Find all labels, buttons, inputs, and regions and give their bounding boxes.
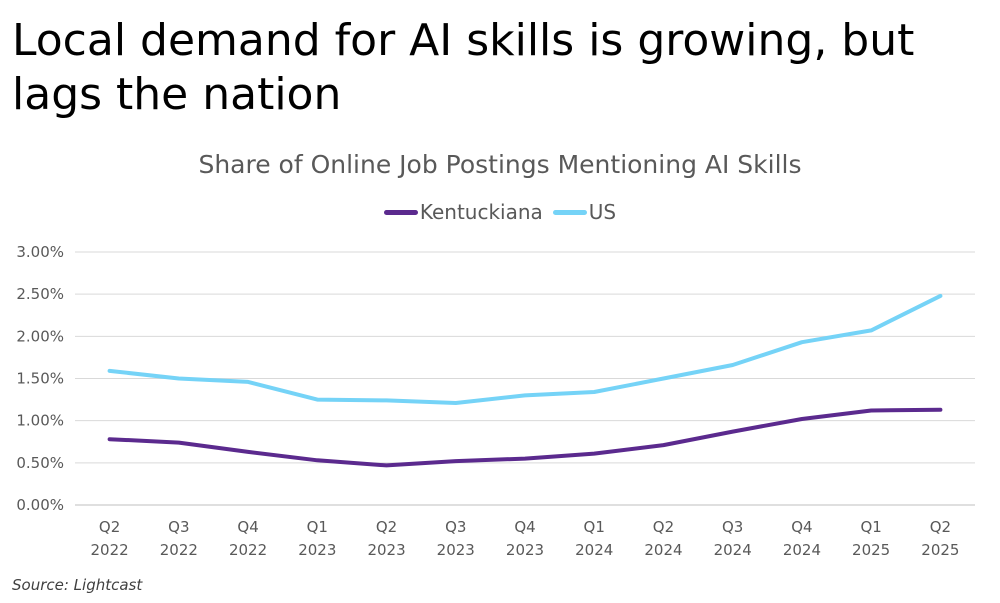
x-tick-label: 2022 bbox=[160, 541, 198, 559]
x-tick-label: Q1 bbox=[307, 518, 328, 536]
y-tick-label: 2.00% bbox=[16, 327, 64, 345]
x-tick-label: 2023 bbox=[298, 541, 336, 559]
headline: Local demand for AI skills is growing, b… bbox=[12, 15, 915, 120]
y-tick-label: 3.00% bbox=[16, 243, 64, 261]
legend-item-us: US bbox=[552, 200, 617, 224]
y-tick-label: 0.50% bbox=[16, 454, 64, 472]
y-tick-label: 0.00% bbox=[16, 496, 64, 514]
x-tick-label: Q4 bbox=[791, 518, 812, 536]
x-tick-label: Q2 bbox=[99, 518, 120, 536]
x-tick-label: Q2 bbox=[653, 518, 674, 536]
x-tick-label: 2022 bbox=[91, 541, 129, 559]
legend-item-kentuckiana: Kentuckiana bbox=[383, 200, 543, 224]
legend-label-us: US bbox=[588, 200, 617, 224]
y-tick-label: 2.50% bbox=[16, 285, 64, 303]
legend: Kentuckiana US bbox=[0, 200, 1000, 224]
x-tick-label: Q3 bbox=[722, 518, 743, 536]
x-tick-label: Q4 bbox=[514, 518, 535, 536]
x-tick-label: 2024 bbox=[714, 541, 752, 559]
x-tick-label: 2024 bbox=[575, 541, 613, 559]
x-tick-label: 2023 bbox=[506, 541, 544, 559]
x-tick-label: 2024 bbox=[783, 541, 821, 559]
x-tick-label: Q3 bbox=[445, 518, 466, 536]
x-tick-label: 2023 bbox=[437, 541, 475, 559]
x-tick-label: 2022 bbox=[229, 541, 267, 559]
y-tick-label: 1.50% bbox=[16, 370, 64, 388]
x-tick-label: Q1 bbox=[584, 518, 605, 536]
legend-swatch-us bbox=[552, 209, 587, 215]
x-tick-label: 2024 bbox=[644, 541, 682, 559]
series-line-kentuckiana bbox=[107, 407, 943, 468]
x-tick-label: Q4 bbox=[237, 518, 258, 536]
x-tick-label: Q2 bbox=[930, 518, 951, 536]
source-note: Source: Lightcast bbox=[12, 576, 143, 594]
x-tick-label: 2025 bbox=[921, 541, 959, 559]
x-tick-label: 2023 bbox=[367, 541, 405, 559]
x-tick-label: 2025 bbox=[852, 541, 890, 559]
chart-title: Share of Online Job Postings Mentioning … bbox=[198, 150, 802, 179]
series-line-us bbox=[107, 293, 943, 405]
y-tick-label: 1.00% bbox=[16, 412, 64, 430]
legend-swatch-kentuckiana bbox=[383, 209, 418, 215]
x-tick-label: Q1 bbox=[860, 518, 881, 536]
x-tick-label: Q2 bbox=[376, 518, 397, 536]
legend-label-kentuckiana: Kentuckiana bbox=[419, 200, 543, 224]
x-tick-label: Q3 bbox=[168, 518, 189, 536]
